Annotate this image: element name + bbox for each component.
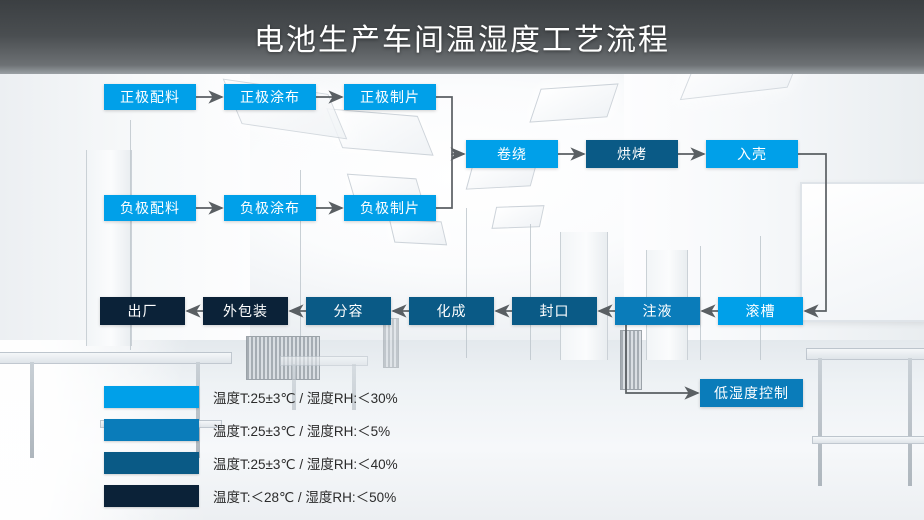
flow-node-electrolyte-fill[interactable]: 注液 bbox=[615, 297, 700, 325]
legend-label: 温度T:25±3℃ / 湿度RH:＜5% bbox=[213, 423, 391, 439]
flow-node-capacity-grading[interactable]: 分容 bbox=[306, 297, 391, 325]
flow-node-casing[interactable]: 入壳 bbox=[706, 140, 798, 168]
header-band bbox=[0, 0, 924, 74]
flow-node-label: 分容 bbox=[333, 303, 364, 319]
flow-node-cathode-sheet[interactable]: 正极制片 bbox=[344, 84, 436, 110]
flow-node-baking[interactable]: 烘烤 bbox=[586, 140, 678, 168]
flow-node-label: 正极配料 bbox=[120, 89, 180, 105]
flow-node-anode-coating[interactable]: 负极涂布 bbox=[224, 195, 316, 221]
flow-node-shipment[interactable]: 出厂 bbox=[100, 297, 185, 325]
legend-item: 温度T:25±3℃ / 湿度RH:＜40% bbox=[104, 449, 398, 476]
legend-label: 温度T:＜28℃ / 湿度RH:＜50% bbox=[213, 489, 397, 505]
legend: 温度T:25±3℃ / 湿度RH:＜30% 温度T:25±3℃ / 湿度RH:＜… bbox=[104, 383, 398, 515]
flow-node-outer-packing[interactable]: 外包装 bbox=[203, 297, 288, 325]
flow-node-label: 封口 bbox=[539, 303, 570, 319]
flow-node-label: 低湿度控制 bbox=[714, 385, 789, 401]
flow-node-cathode-coating[interactable]: 正极涂布 bbox=[224, 84, 316, 110]
flow-node-formation[interactable]: 化成 bbox=[409, 297, 494, 325]
legend-label: 温度T:25±3℃ / 湿度RH:＜30% bbox=[213, 390, 398, 406]
flow-node-label: 外包装 bbox=[223, 303, 268, 319]
flow-node-label: 卷绕 bbox=[497, 146, 527, 162]
legend-swatch bbox=[104, 484, 199, 507]
flow-node-anode-sheet[interactable]: 负极制片 bbox=[344, 195, 436, 221]
legend-item: 温度T:25±3℃ / 湿度RH:＜5% bbox=[104, 416, 398, 443]
legend-swatch bbox=[104, 385, 199, 408]
flow-node-label: 正极涂布 bbox=[240, 89, 300, 105]
flow-node-label: 出厂 bbox=[127, 303, 158, 319]
flow-node-label: 滚槽 bbox=[745, 303, 776, 319]
legend-swatch bbox=[104, 451, 199, 474]
flow-node-label: 化成 bbox=[436, 303, 467, 319]
flow-node-winding[interactable]: 卷绕 bbox=[466, 140, 558, 168]
flow-node-label: 负极配料 bbox=[120, 200, 180, 216]
flow-node-label: 入壳 bbox=[737, 146, 767, 162]
legend-item: 温度T:25±3℃ / 湿度RH:＜30% bbox=[104, 383, 398, 410]
flow-node-label: 注液 bbox=[642, 303, 673, 319]
legend-label: 温度T:25±3℃ / 湿度RH:＜40% bbox=[213, 456, 398, 472]
flow-node-low-humidity-control[interactable]: 低湿度控制 bbox=[700, 379, 803, 407]
legend-swatch bbox=[104, 418, 199, 441]
flow-node-cathode-mixing[interactable]: 正极配料 bbox=[104, 84, 196, 110]
flow-node-grooving[interactable]: 滚槽 bbox=[718, 297, 803, 325]
flow-node-label: 负极涂布 bbox=[240, 200, 300, 216]
flow-node-anode-mixing[interactable]: 负极配料 bbox=[104, 195, 196, 221]
flow-node-label: 正极制片 bbox=[360, 89, 420, 105]
flow-node-sealing[interactable]: 封口 bbox=[512, 297, 597, 325]
header: 电池生产车间温湿度工艺流程 bbox=[0, 0, 924, 74]
flow-node-label: 烘烤 bbox=[617, 146, 647, 162]
page-title: 电池生产车间温湿度工艺流程 bbox=[254, 24, 670, 57]
legend-item: 温度T:＜28℃ / 湿度RH:＜50% bbox=[104, 482, 398, 509]
flow-node-label: 负极制片 bbox=[360, 200, 420, 216]
